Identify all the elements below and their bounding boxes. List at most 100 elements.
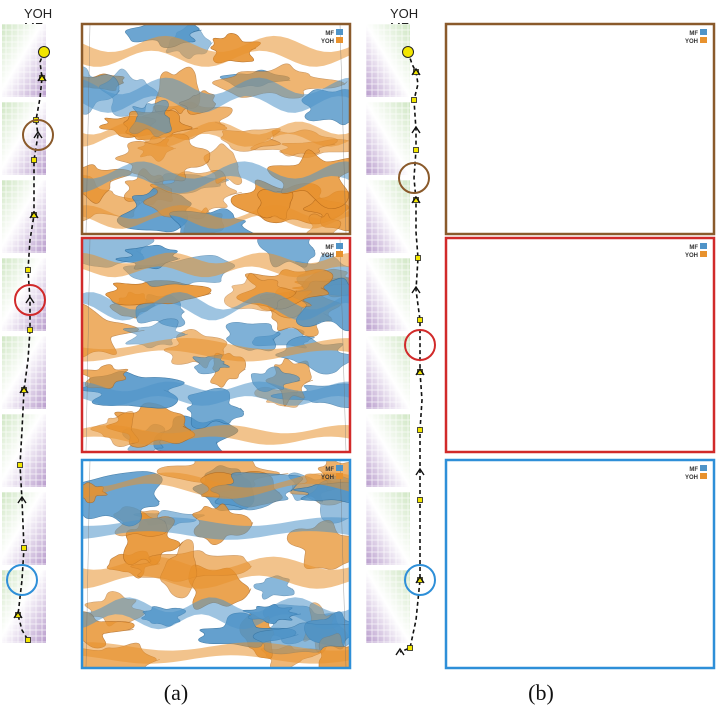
view-frame (80, 458, 352, 670)
highlight-circle (404, 329, 436, 361)
grid-tile-lines (2, 336, 46, 409)
legend-yoh-label: YOH (321, 253, 334, 259)
legend-mf-swatch (336, 465, 343, 471)
legend-mf-swatch (700, 243, 707, 249)
highlight-circle (14, 284, 46, 316)
grid-tile-lines (366, 414, 410, 487)
grid-tile-lines (366, 180, 410, 253)
legend-yoh-swatch (336, 251, 343, 257)
legend-mf-label: MF (689, 245, 698, 251)
grid-tile-lines (366, 24, 410, 97)
direction-arrow (415, 367, 425, 376)
legend-yoh-swatch (700, 473, 707, 479)
direction-arrow (33, 130, 43, 139)
view-legend: MF YOH (321, 29, 343, 45)
step-marker (415, 255, 421, 261)
legend-mf-label: MF (325, 245, 334, 251)
legend-yoh-label: YOH (685, 475, 698, 481)
legend-yoh-label: YOH (321, 39, 334, 45)
legend-yoh-label: YOH (321, 475, 334, 481)
step-marker (31, 157, 37, 163)
step-marker (21, 545, 27, 551)
grid-tile-lines (2, 24, 46, 97)
legend-yoh-label: YOH (685, 253, 698, 259)
highlight-circle (398, 162, 430, 194)
step-marker (411, 97, 417, 103)
view-2: MF YOH (444, 236, 716, 454)
view-frame (444, 458, 716, 670)
view-1: MF YOH (444, 22, 716, 236)
step-marker (417, 497, 423, 503)
step-marker (417, 317, 423, 323)
grid-tile-lines (2, 414, 46, 487)
direction-arrow (411, 285, 421, 294)
view-legend: MF YOH (321, 243, 343, 259)
view-legend: MF YOH (685, 465, 707, 481)
direction-arrow (25, 295, 35, 304)
view-legend: MF YOH (321, 465, 343, 481)
step-marker (25, 637, 31, 643)
grid-tile-lines (366, 570, 410, 643)
direction-arrow (411, 125, 421, 134)
view-frame (444, 236, 716, 454)
grid-tile-lines (2, 492, 46, 565)
legend-mf-label: MF (325, 31, 334, 37)
trajectory (395, 46, 436, 656)
panel-a: YOHMFMFYOHMFYOHMFYOH(a) (2, 6, 352, 705)
legend-yoh-swatch (336, 473, 343, 479)
step-marker (27, 327, 33, 333)
legend-yoh-swatch (700, 251, 707, 257)
grid-tile-lines (2, 570, 46, 643)
trajectory-line (399, 51, 423, 653)
legend-yoh-swatch (700, 37, 707, 43)
start-marker (402, 46, 414, 58)
step-marker (413, 147, 419, 153)
highlight-circle (404, 564, 436, 596)
direction-arrow (415, 575, 425, 584)
step-marker (407, 645, 413, 651)
legend-mf-swatch (336, 243, 343, 249)
grid-tile-lines (366, 258, 410, 331)
strip-label-yoh: YOH (24, 6, 52, 21)
direction-arrow (17, 495, 27, 504)
legend-mf-swatch (336, 29, 343, 35)
view-3: MF YOH (80, 458, 352, 670)
direction-arrow (29, 210, 39, 219)
strip-label-yoh: YOH (390, 6, 418, 21)
legend-mf-label: MF (689, 31, 698, 37)
direction-arrow (411, 67, 421, 76)
legend-mf-label: MF (689, 467, 698, 473)
view-legend: MF YOH (685, 29, 707, 45)
grid-tile-lines (366, 336, 410, 409)
highlight-circle (22, 119, 54, 151)
legend-yoh-label: YOH (685, 39, 698, 45)
view-legend: MF YOH (685, 243, 707, 259)
trajectory (6, 46, 54, 643)
panel-b: YOHMFMFYOHMFYOHMFYOH(b) (366, 6, 716, 705)
legend-mf-label: MF (325, 467, 334, 473)
direction-arrow (19, 385, 29, 394)
step-marker (25, 267, 31, 273)
legend-mf-swatch (700, 465, 707, 471)
view-2: MF YOH (80, 236, 352, 454)
step-marker (17, 462, 23, 468)
view-frame (80, 236, 352, 454)
legend-mf-swatch (700, 29, 707, 35)
view-frame (80, 22, 352, 236)
state-strip (366, 24, 410, 643)
direction-arrow (37, 73, 47, 82)
direction-arrow (13, 610, 23, 619)
view-1: MF YOH (80, 22, 352, 236)
highlight-circle (6, 564, 38, 596)
grid-tile-lines (2, 258, 46, 331)
direction-arrow (411, 195, 421, 204)
view-3: MF YOH (444, 458, 716, 670)
grid-tile-lines (2, 180, 46, 253)
grid-tile-lines (366, 492, 410, 565)
start-marker (38, 46, 50, 58)
legend-yoh-swatch (336, 37, 343, 43)
panel-caption: (a) (164, 680, 188, 705)
direction-arrow (415, 467, 425, 476)
state-strip (2, 24, 46, 643)
grid-tile-lines (366, 102, 410, 175)
